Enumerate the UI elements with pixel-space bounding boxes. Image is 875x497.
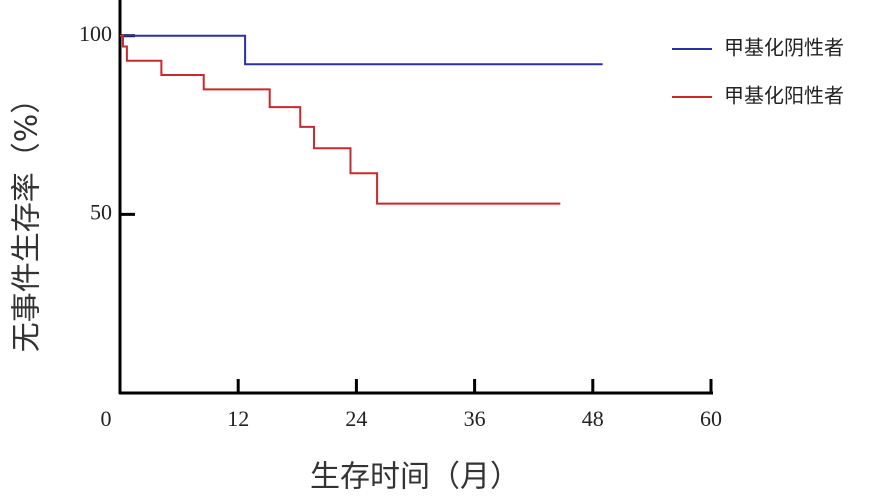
y-tick-label: 100 xyxy=(79,21,112,46)
x-tick-label: 24 xyxy=(345,406,367,431)
y-axis-label: 无事件生存率（%） xyxy=(10,84,45,353)
legend-label: 甲基化阳性者 xyxy=(724,84,844,108)
x-tick-label: 12 xyxy=(227,406,249,431)
series-line xyxy=(120,34,561,205)
x-tick-label: 60 xyxy=(700,406,722,431)
x-tick-label: 0 xyxy=(101,406,112,431)
legend-label: 甲基化阴性者 xyxy=(724,36,844,60)
x-tick-label: 36 xyxy=(464,406,486,431)
y-tick-label: 50 xyxy=(90,199,112,224)
x-tick-label: 48 xyxy=(582,406,604,431)
x-axis-label: 生存时间（月） xyxy=(310,460,520,495)
series-line xyxy=(120,34,603,66)
